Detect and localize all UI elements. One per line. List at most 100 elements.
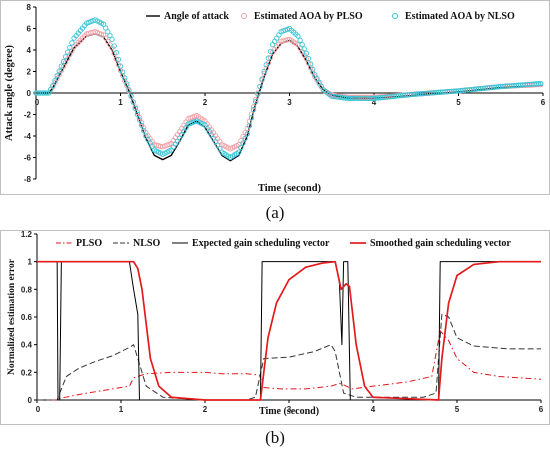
chart-a-series-2-point [299, 41, 305, 48]
chart-b-legend-label: PLSO [76, 238, 102, 249]
chart-a-series-2-point [62, 54, 69, 60]
chart-a-series-2-point [54, 73, 60, 79]
chart-b-legend-item: Smoothed gain scheduling vector [350, 238, 511, 249]
chart-a-series-2-point [132, 105, 138, 111]
chart-a-series-2-point [67, 44, 73, 51]
chart-b-ytick-label: 0.8 [21, 285, 33, 294]
chart-a-series-2 [33, 17, 544, 161]
chart-a-legend-label: Estimated AOA by PLSO [254, 11, 363, 22]
chart-a-series-2-point [305, 55, 312, 62]
chart-b-ytick-label: 0.6 [21, 313, 33, 322]
chart-b-xtick-label: 1 [119, 405, 124, 414]
chart-a-series-2-point [43, 90, 50, 96]
chart-b-xtick-label: 0 [36, 405, 41, 414]
chart-a-series-2-point [307, 61, 314, 67]
chart-a-series-2-point [538, 80, 544, 87]
chart-a-series-2-point [248, 115, 255, 121]
chart-a-series-2-point [58, 63, 64, 69]
chart-a-series-1-point [267, 54, 274, 61]
chart-a-ytick-label: 0 [27, 89, 32, 98]
chart-a-series-2-point [126, 87, 132, 93]
chart-a-series-2-point [265, 55, 272, 61]
chart-a-series-2-point [535, 81, 542, 87]
chart-b-svg: 0 0.2 0.4 0.6 0.8 1 1.2 0 1 2 3 4 5 6 Time (second) Nor… [0, 230, 550, 425]
chart-a-series-2-point [310, 66, 316, 73]
chart-a-y-axis-label: Attack angle (degree) [4, 44, 15, 141]
chart-a-series-2-point [117, 63, 124, 69]
chart-a-legend-item: Estimated AOA by PLSO [241, 11, 363, 22]
chart-a-series-2-point [263, 62, 269, 68]
chart-a-legend-item: Angle of attack [146, 11, 229, 22]
chart-a-legend-marker [241, 13, 247, 19]
chart-a-series-2-point [111, 43, 117, 49]
chart-b-ytick-label: 0.4 [21, 341, 33, 350]
chart-b-x-axis-label: Time (second) [259, 406, 319, 417]
chart-a-series-2-point [124, 81, 130, 87]
chart-a-ytick-label: 2 [27, 68, 32, 77]
chart-b-ytick-label: 1 [28, 258, 33, 267]
chart-b-y-axis-label: Normalized estimation error [7, 258, 17, 375]
chart-a-series-2-point [303, 50, 310, 56]
chart-a-series-1-point [248, 111, 255, 117]
chart-a-series-2-point [69, 40, 75, 46]
chart-a-ytick-label: 8 [27, 3, 32, 12]
chart-a-series-2-point [236, 149, 242, 155]
chart-b-xtick-label: 3 [287, 405, 292, 414]
chart-b-legend: PLSO NLSO Expected gain scheduling vector S… [56, 238, 511, 249]
chart-a-ytick-label: -8 [24, 175, 32, 184]
chart-a-series-2-point [261, 68, 267, 75]
chart-a-series-1-point [60, 63, 67, 70]
chart-a-series-2-point [119, 69, 126, 75]
chart-b-ytick-label: 0 [28, 396, 33, 405]
chart-a-series-2-point [136, 117, 143, 123]
chart-a-series-2-point [259, 76, 265, 82]
chart-b-legend-label: Expected gain scheduling vector [192, 238, 330, 249]
chart-a-series-2-point [238, 144, 244, 151]
chart-a-series-2-point [250, 107, 257, 113]
chart-a-series-2-point [138, 122, 145, 128]
chart-a-panel: -8 -6 -4 -2 0 2 4 6 8 0 1 2 3 4 5 6 Time (second) Attack … [0, 0, 550, 195]
chart-b-series-1-line [37, 313, 541, 401]
chart-a-series-2-point [242, 135, 248, 142]
chart-b-legend-label: Smoothed gain scheduling vector [370, 238, 511, 249]
chart-a-series-1-point [134, 109, 141, 116]
caption-b: (b) [265, 428, 285, 447]
chart-a-frame [0, 0, 550, 195]
chart-a-ytick-label: -6 [24, 154, 32, 163]
chart-a-series-2-point [297, 37, 303, 43]
chart-a-series-2-point [113, 50, 119, 56]
chart-a-xtick-label: 0 [35, 98, 40, 107]
chart-a-series-2-point [257, 83, 263, 90]
chart-a-xtick-label: 3 [287, 98, 292, 107]
chart-a-series-2-point [244, 131, 250, 137]
chart-a-ytick-label: 4 [27, 46, 32, 55]
chart-b-xtick-label: 2 [203, 405, 208, 414]
chart-b-series-0-line [37, 330, 542, 401]
chart-a-series-1-point [261, 71, 267, 77]
chart-a-series-2-point [122, 75, 128, 81]
chart-a-series-2-point [141, 127, 147, 134]
chart-a-series-1-point [303, 55, 310, 62]
chart-b-xtick-label: 4 [371, 405, 376, 414]
chart-b-series-2-line [37, 261, 541, 401]
chart-b-panel: 0 0.2 0.4 0.6 0.8 1 1.2 0 1 2 3 4 5 6 Time (second) Nor… [0, 230, 550, 425]
chart-a-series-1-point [113, 56, 119, 62]
chart-a-series-2-point [130, 99, 136, 105]
chart-a-ytick-label: 6 [27, 25, 32, 34]
chart-a-x-axis-label: Time (second) [258, 183, 322, 194]
chart-a-series-2-point [255, 91, 261, 97]
chart-a-xtick-label: 6 [541, 98, 546, 107]
chart-a-series-2-point [301, 46, 307, 52]
chart-b-xtick-label: 5 [455, 405, 460, 414]
chart-a-xtick-label: 5 [456, 98, 461, 107]
chart-b-legend-item: NLSO [113, 238, 160, 249]
chart-a-legend-label: Angle of attack [164, 11, 229, 22]
chart-a-legend-marker [392, 13, 398, 19]
chart-b-legend-item: Expected gain scheduling vector [172, 238, 330, 249]
chart-a-series-2-point [246, 123, 253, 129]
chart-b-ytick-label: 0.2 [21, 368, 33, 377]
chart-b-ytick-label: 1.2 [21, 230, 33, 239]
chart-a-series-2-point [295, 33, 301, 39]
chart-a-ytick-label: -4 [24, 132, 32, 141]
